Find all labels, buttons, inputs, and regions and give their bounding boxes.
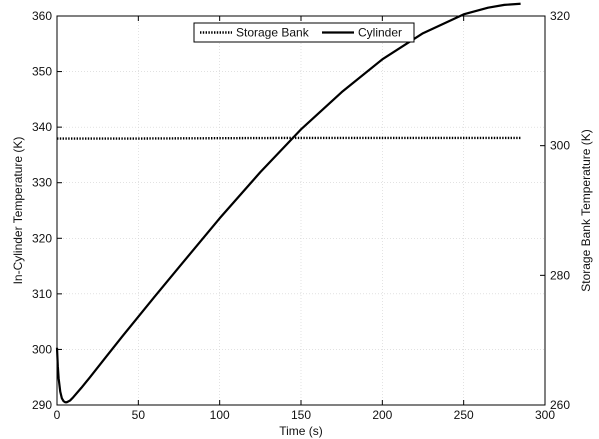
legend-label-cylinder: Cylinder	[358, 26, 402, 40]
x-tick-label: 250	[454, 408, 474, 422]
legend-label-storage-bank: Storage Bank	[236, 26, 310, 40]
x-tick-label: 200	[372, 408, 392, 422]
y-tick-label: 360	[32, 9, 52, 23]
ticks: 0 50 100 150 200 250 300 290 300 310 320 330 340 350 3…	[32, 9, 570, 422]
y-tick-label: 290	[32, 398, 52, 412]
y-tick-label: 300	[32, 342, 52, 356]
y2-axis-title: Storage Bank Temperature (K)	[579, 129, 593, 292]
y2-tick-label: 260	[550, 398, 570, 412]
y-tick-label: 310	[32, 287, 52, 301]
y-tick-label: 320	[32, 231, 52, 245]
x-axis-title: Time (s)	[279, 424, 323, 438]
y2-tick-label: 280	[550, 268, 570, 282]
y-axis-title: In-Cylinder Temperature (K)	[11, 137, 25, 285]
y-tick-label: 350	[32, 65, 52, 79]
y2-tick-label: 300	[550, 139, 570, 153]
y-tick-label: 330	[32, 176, 52, 190]
x-tick-label: 50	[132, 408, 146, 422]
x-tick-label: 0	[54, 408, 61, 422]
y2-tick-label: 320	[550, 9, 570, 23]
y-tick-label: 340	[32, 120, 52, 134]
x-tick-label: 100	[210, 408, 230, 422]
legend: Storage Bank Cylinder	[193, 22, 415, 43]
x-tick-label: 150	[291, 408, 311, 422]
x-tick-label: 300	[535, 408, 555, 422]
series-line-storage-bank	[57, 136, 521, 140]
legend-box	[193, 22, 415, 43]
